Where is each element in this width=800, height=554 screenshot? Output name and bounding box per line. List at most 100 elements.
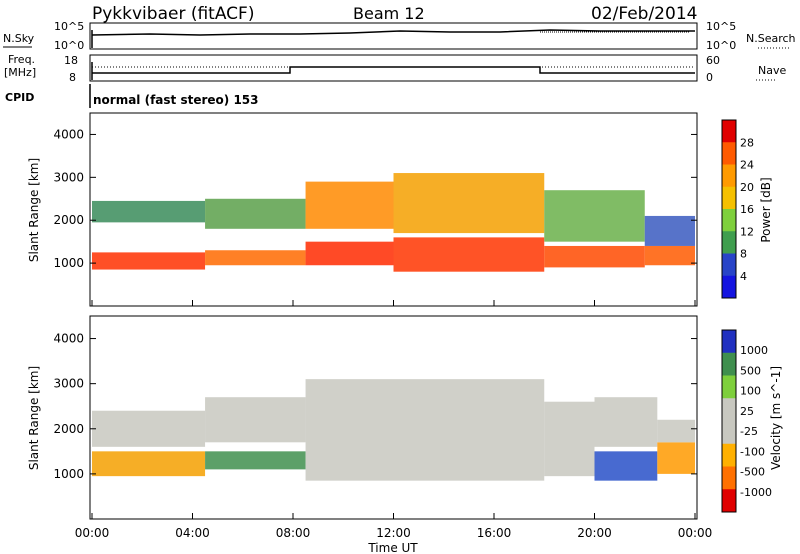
colorbar-tick-label: 12 xyxy=(740,225,754,238)
colorbar-tick-label: 8 xyxy=(740,248,747,261)
colorbar-tick-label: 500 xyxy=(740,364,761,377)
colorbar-tick-label: -1000 xyxy=(740,486,772,499)
data-band-0-2-1 xyxy=(305,181,394,229)
noise-tick-top-left: 10^5 xyxy=(54,20,84,33)
data-band-1-3-0 xyxy=(544,401,595,477)
data-band-1-1-0 xyxy=(205,451,306,470)
freq-label: Freq. xyxy=(8,53,35,66)
colorbar-tick-label: -500 xyxy=(740,466,765,479)
velocity-colorbar: 1000 500 100 25 -25 -100 -500 -1000 xyxy=(721,329,772,513)
colorbar-frame xyxy=(721,329,737,513)
colorbar-tick-label: 100 xyxy=(740,385,761,398)
x-tick-label: 04:00 xyxy=(175,526,210,540)
colorbar-swatch xyxy=(722,209,736,232)
colorbar-swatch xyxy=(722,164,736,188)
freq-trace xyxy=(92,66,695,74)
velocity-data-layer xyxy=(92,379,695,481)
nave-label: Nave xyxy=(758,64,786,77)
colorbar-swatch xyxy=(722,443,736,467)
data-band-0-3-1 xyxy=(393,173,545,234)
x-tick-label: 00:00 xyxy=(75,526,110,540)
x-tick-label: 16:00 xyxy=(477,526,512,540)
colorbar-tick-label: -25 xyxy=(740,425,758,438)
colorbar-swatch xyxy=(722,398,736,422)
colorbar-swatch xyxy=(722,120,736,143)
velocity-panel: 4000 3000 2000 1000 Slant Range [km] 1000 50… xyxy=(27,300,783,554)
data-band-1-1-1 xyxy=(205,397,306,443)
y-tick-label: 4000 xyxy=(53,332,84,346)
freq-panel: Freq. [MHz] 18 8 60 0 Nave xyxy=(4,53,786,84)
data-band-0-5-0 xyxy=(644,245,695,266)
data-band-1-5-1 xyxy=(657,419,695,443)
data-band-1-5-0 xyxy=(657,442,695,474)
nsearch-label: N.Search xyxy=(746,32,796,45)
nsky-trace xyxy=(91,29,695,36)
cpid-panel: CPID normal (fast stereo) 153 xyxy=(5,84,259,108)
nave-tick-bottom: 0 xyxy=(706,71,713,84)
y-tick-label: 2000 xyxy=(53,422,84,436)
noise-tick-top-right: 10^5 xyxy=(706,20,736,33)
colorbar-tick-label: 25 xyxy=(740,405,754,418)
data-band-0-0-1 xyxy=(92,200,206,223)
data-band-0-4-0 xyxy=(544,245,645,268)
cpid-label: CPID xyxy=(5,91,34,104)
y-tick-label: 2000 xyxy=(53,213,84,227)
noise-tick-bottom-left: 10^0 xyxy=(54,39,84,52)
power-colorbar: 28 24 20 16 12 8 4 xyxy=(721,119,754,299)
nsky-label: N.Sky xyxy=(3,32,35,45)
x-tick-label: 08:00 xyxy=(276,526,311,540)
y-tick-label: 4000 xyxy=(53,127,84,141)
velocity-y-ticks: 4000 3000 2000 1000 xyxy=(53,332,697,481)
noise-tick-bottom-right: 10^0 xyxy=(706,39,736,52)
colorbar-swatch xyxy=(722,352,736,376)
y-tick-label: 1000 xyxy=(53,256,84,270)
colorbar-swatch xyxy=(722,375,736,399)
station-title: Pykkvibaer (fitACF) xyxy=(92,4,254,24)
data-band-0-2-0 xyxy=(305,241,394,266)
velocity-colorbar-label: Velocity [m s^-1] xyxy=(769,366,783,470)
colorbar-tick-label: -100 xyxy=(740,445,765,458)
velocity-x-ticks: 00:00 04:00 08:00 12:00 16:00 20:00 00:00 xyxy=(75,300,712,540)
power-ylabel: Slant Range [km] xyxy=(27,158,41,262)
data-band-0-5-1 xyxy=(644,215,695,246)
colorbar-swatch xyxy=(722,421,736,445)
data-band-0-4-1 xyxy=(544,190,645,242)
colorbar-tick-label: 28 xyxy=(740,136,754,149)
data-band-1-4-1 xyxy=(594,397,658,447)
cpid-text: normal (fast stereo) 153 xyxy=(93,93,259,107)
y-tick-label: 3000 xyxy=(53,170,84,184)
colorbar-tick-label: 16 xyxy=(740,203,754,216)
data-band-0-1-0 xyxy=(205,250,306,266)
data-band-0-1-1 xyxy=(205,198,306,229)
colorbar-swatch xyxy=(722,330,736,354)
data-band-1-4-0 xyxy=(594,451,658,481)
x-tick-label: 12:00 xyxy=(376,526,411,540)
y-tick-label: 1000 xyxy=(53,467,84,481)
colorbar-tick-label: 24 xyxy=(740,159,754,172)
data-band-0-3-0 xyxy=(393,237,545,272)
colorbar-swatch xyxy=(722,253,736,277)
colorbar-swatch xyxy=(722,186,736,210)
date-title: 02/Feb/2014 xyxy=(591,4,697,24)
power-y-ticks: 4000 3000 2000 1000 xyxy=(53,127,697,270)
x-tick-label: 20:00 xyxy=(577,526,612,540)
colorbar-swatch xyxy=(722,489,736,513)
colorbar-swatch xyxy=(722,275,736,299)
freq-tick-bottom: 8 xyxy=(69,71,76,84)
data-band-1-0-0 xyxy=(92,451,206,477)
colorbar-swatch xyxy=(722,231,736,254)
velocity-ylabel: Slant Range [km] xyxy=(27,366,41,470)
power-data-layer xyxy=(92,173,695,272)
colorbar-tick-label: 20 xyxy=(740,181,754,194)
colorbar-tick-label: 1000 xyxy=(740,344,768,357)
beam-title: Beam 12 xyxy=(353,4,425,23)
noise-panel: N.Sky 10^5 10^0 10^5 10^0 N.Search xyxy=(3,20,796,52)
nave-tick-top: 60 xyxy=(706,54,720,67)
colorbar-swatch xyxy=(722,466,736,490)
freq-tick-top: 18 xyxy=(64,54,78,67)
data-band-1-2-0 xyxy=(305,379,545,481)
colorbar-frame xyxy=(721,119,737,299)
velocity-xlabel: Time UT xyxy=(367,541,418,554)
colorbar-swatch xyxy=(722,142,736,165)
y-tick-label: 3000 xyxy=(53,377,84,391)
